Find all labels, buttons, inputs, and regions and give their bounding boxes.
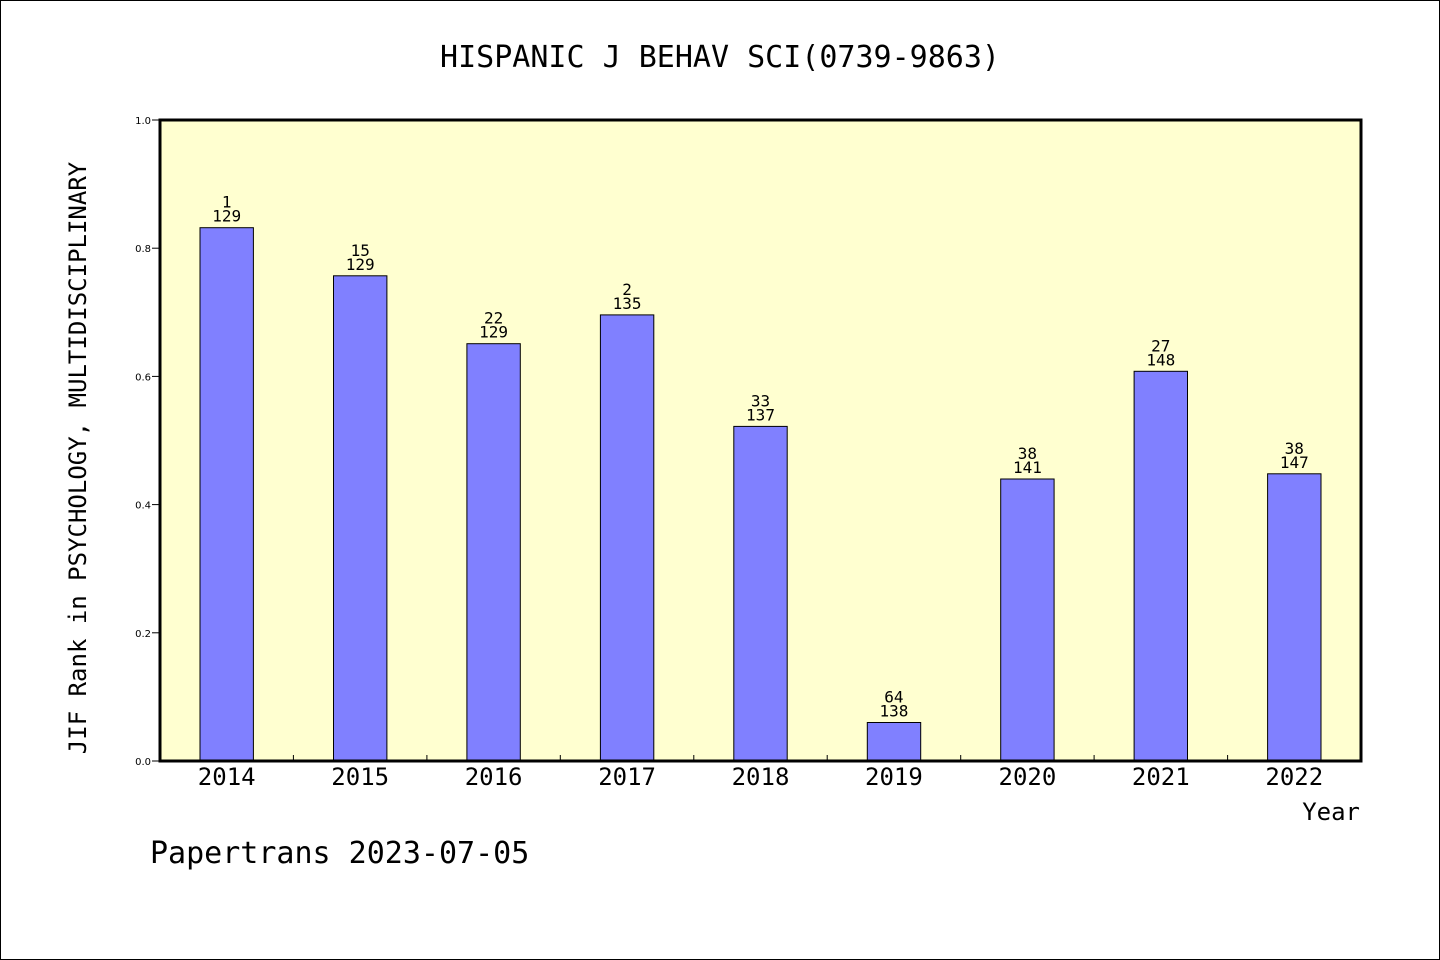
y-tick-label: 1.0 [135, 116, 151, 127]
bar-2015 [333, 275, 388, 762]
footer-credit: Papertrans 2023-07-05 [150, 836, 529, 871]
bar-label-total-2018: 137 [746, 405, 775, 424]
bar-label-rank-2014: 1 [222, 193, 232, 212]
x-tick-label-2014: 2014 [198, 763, 256, 791]
x-tick-label-2020: 2020 [999, 763, 1057, 791]
bar-label-total-2017: 135 [613, 294, 642, 313]
bar-label-rank-2019: 64 [884, 688, 903, 707]
bar-2014 [199, 227, 254, 762]
bar-2017 [599, 314, 655, 762]
bar-2022 [1267, 473, 1322, 762]
bar-label-rank-2022: 38 [1285, 439, 1304, 458]
y-tick-label: 0.0 [135, 757, 151, 768]
x-tick-label-2022: 2022 [1265, 763, 1323, 791]
bar-label-rank-2018: 33 [751, 391, 770, 410]
y-tick-label: 0.8 [135, 244, 151, 255]
y-tick-label: 0.6 [135, 372, 151, 383]
plot-border [158, 118, 1363, 763]
x-axis-ticks: 2014 2015 2016 2017 2018 2019 2020 2021 2022 [198, 755, 1323, 791]
y-tick-label: 0.4 [135, 501, 151, 512]
x-tick-label-2021: 2021 [1132, 763, 1190, 791]
bar-label-rank-2015: 15 [351, 241, 370, 260]
bar-label-total-2022: 147 [1280, 453, 1309, 472]
y-tick-label: 0.2 [135, 629, 151, 640]
bar-2021 [1133, 370, 1188, 762]
x-tick-label-2015: 2015 [331, 763, 389, 791]
bar-label-rank-2016: 22 [484, 309, 503, 328]
y-axis-label: JIF Rank in PSYCHOLOGY, MULTIDISCIPLINAR… [64, 161, 92, 754]
bar-labels-group: 1129151292212921353313764138381412714838… [212, 193, 1309, 721]
bar-label-total-2020: 141 [1013, 458, 1042, 477]
bar-label-rank-2017: 2 [622, 280, 632, 299]
x-axis-label: Year [1302, 798, 1360, 826]
x-tick-label-2016: 2016 [465, 763, 523, 791]
bar-label-total-2015: 129 [346, 255, 375, 274]
x-tick-label-2019: 2019 [865, 763, 923, 791]
bar-label-total-2021: 148 [1146, 350, 1175, 369]
bar-2016 [466, 343, 521, 762]
bar-2020 [1000, 478, 1055, 762]
bar-2018 [733, 425, 788, 762]
x-tick-label-2017: 2017 [598, 763, 656, 791]
chart-title: HISPANIC J BEHAV SCI(0739-9863) [440, 40, 1000, 75]
bar-label-total-2019: 138 [879, 702, 908, 721]
bar-label-rank-2021: 27 [1151, 336, 1170, 355]
bar-label-rank-2020: 38 [1018, 444, 1037, 463]
x-tick-label-2018: 2018 [732, 763, 790, 791]
bars-group [199, 227, 1322, 762]
y-axis-ticks: 0.0 0.2 0.4 0.6 0.8 1.0 [135, 116, 160, 768]
bar-2019 [866, 722, 922, 762]
bar-label-total-2016: 129 [479, 323, 508, 342]
bar-label-total-2014: 129 [212, 207, 241, 226]
